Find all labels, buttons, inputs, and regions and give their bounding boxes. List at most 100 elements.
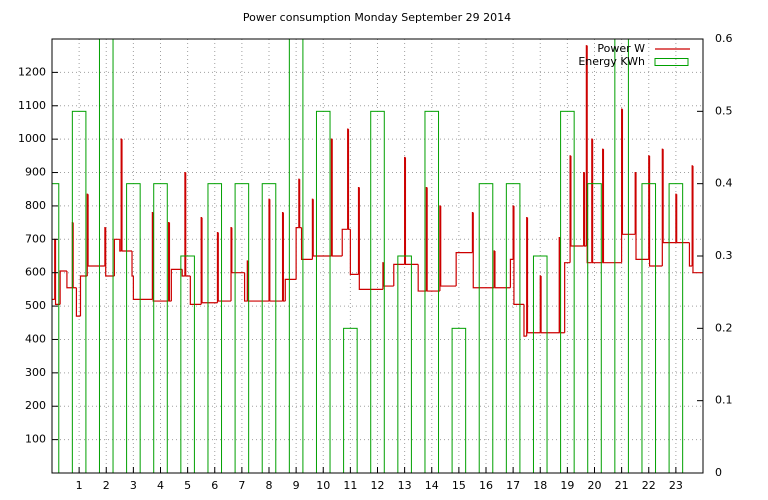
power-step	[648, 155, 663, 267]
power-step	[217, 232, 232, 302]
energy-bar	[71, 110, 87, 473]
power-step	[602, 148, 604, 263]
power-step	[298, 178, 300, 228]
y2-tick-label: 0	[715, 466, 722, 479]
power-step	[312, 199, 332, 257]
x-tick-label: 18	[533, 479, 547, 492]
power-step	[132, 276, 153, 300]
energy-bar	[532, 255, 548, 473]
x-tick-label: 1	[76, 479, 83, 492]
x-tick-label: 3	[130, 479, 137, 492]
grid	[52, 39, 703, 473]
legend-label: Energy KWh	[578, 55, 645, 68]
energy-bar	[587, 183, 602, 473]
power-step	[104, 227, 106, 267]
energy-bar	[668, 183, 684, 473]
energy-bar	[451, 327, 467, 473]
y-tick-label: 500	[25, 299, 46, 312]
power-step	[635, 172, 649, 260]
power-step	[347, 129, 351, 230]
power-step	[201, 217, 218, 304]
power-step	[493, 250, 495, 288]
energy-bar	[370, 110, 385, 473]
y2-tick-label: 0.1	[715, 394, 733, 407]
energy-bar	[424, 110, 440, 473]
power-step	[585, 45, 588, 246]
power-step	[559, 237, 565, 334]
power-step	[592, 139, 603, 264]
x-tick-label: 13	[398, 479, 412, 492]
power-step	[300, 227, 313, 260]
x-tick-label: 7	[238, 479, 245, 492]
power-step	[393, 263, 405, 287]
energy-bar	[560, 110, 575, 473]
power-step	[512, 205, 514, 260]
power-step	[426, 187, 440, 292]
power-step	[675, 193, 677, 243]
power-step	[121, 139, 133, 252]
power-step	[295, 227, 299, 280]
power-step	[661, 148, 664, 267]
y-tick-label: 700	[25, 232, 46, 245]
power-step	[494, 250, 511, 289]
power-step	[648, 155, 650, 260]
y-tick-label: 300	[25, 366, 46, 379]
power-step	[168, 222, 170, 302]
power-step	[105, 227, 115, 277]
y-tick-label: 900	[25, 166, 46, 179]
energy-bar	[207, 183, 223, 473]
energy-bar	[234, 183, 250, 473]
power-step	[185, 172, 191, 277]
power-step	[586, 45, 592, 264]
power-step	[87, 194, 105, 267]
power-step	[189, 276, 202, 306]
y-tick-label: 1000	[18, 132, 46, 145]
y2-tick-label: 0.5	[715, 104, 733, 117]
energy-bar	[614, 39, 629, 473]
x-tick-label: 23	[669, 479, 683, 492]
power-step	[152, 212, 169, 302]
axes: 1002003004005006007008009001000110012000…	[18, 32, 733, 492]
power-step	[184, 171, 186, 277]
x-tick-label: 14	[425, 479, 439, 492]
power-step	[311, 198, 314, 260]
y-tick-label: 400	[25, 332, 46, 345]
energy-bar	[315, 110, 331, 473]
x-tick-label: 17	[506, 479, 520, 492]
power-step	[440, 205, 457, 287]
power-step	[331, 139, 343, 257]
power-step	[230, 227, 232, 302]
chart-title: Power consumption Monday September 29 20…	[243, 11, 511, 24]
power-step	[523, 304, 527, 337]
x-tick-label: 11	[343, 479, 357, 492]
energy-bar	[397, 255, 412, 473]
power-step	[72, 222, 77, 289]
y2-tick-label: 0.4	[715, 177, 733, 190]
power-step	[662, 149, 676, 244]
x-tick-label: 20	[588, 479, 602, 492]
power-step	[417, 264, 427, 292]
y-tick-label: 1100	[18, 99, 46, 112]
y-tick-label: 100	[25, 433, 46, 446]
energy-bar	[180, 255, 195, 473]
legend-label: Power W	[597, 42, 645, 55]
power-step	[181, 269, 185, 277]
power-step	[621, 109, 636, 235]
power-step	[513, 205, 524, 306]
power-step	[75, 287, 81, 317]
power-step	[59, 270, 67, 305]
power-step	[569, 155, 571, 263]
y2-tick-label: 0.6	[715, 32, 733, 45]
power-step	[299, 179, 302, 229]
power-step	[347, 128, 349, 230]
power-step	[284, 278, 297, 302]
power-step	[170, 268, 183, 302]
power-step	[268, 198, 270, 302]
power-step	[282, 212, 286, 302]
y-tick-label: 800	[25, 199, 46, 212]
power-step	[66, 271, 73, 289]
power-step	[602, 149, 622, 264]
x-tick-label: 16	[479, 479, 493, 492]
power-step	[79, 275, 88, 317]
